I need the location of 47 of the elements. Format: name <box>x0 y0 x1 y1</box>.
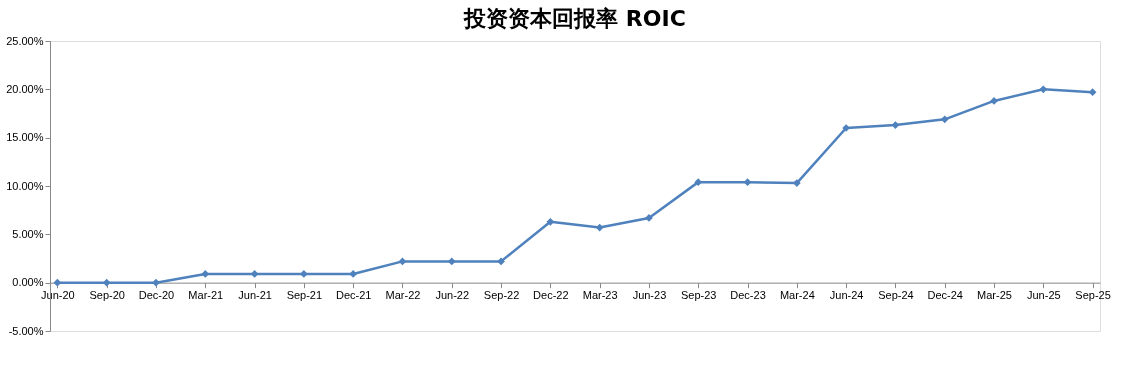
point <box>743 178 752 187</box>
x-tick-label: Dec-20 <box>138 289 175 302</box>
point <box>1088 88 1097 97</box>
x-tick-label: Jun-24 <box>829 289 864 302</box>
x-tick-label: Mar-22 <box>385 289 421 302</box>
point <box>891 121 900 129</box>
x-tick-label: Sep-24 <box>878 289 914 302</box>
point <box>497 257 505 266</box>
point <box>645 214 653 222</box>
x-tick-label: Sep-21 <box>286 289 323 302</box>
x-tick-label: Jun-23 <box>632 289 667 302</box>
point <box>250 270 259 278</box>
x-tick-label: Sep-23 <box>681 289 717 302</box>
x-tick-label: Mar-24 <box>779 289 815 302</box>
x-tick-label: Jun-25 <box>1026 289 1061 302</box>
x-tick-label: Sep-22 <box>483 289 520 302</box>
y-tick-label: 10.00% <box>6 179 44 192</box>
x-tick-label: Mar-23 <box>582 289 618 302</box>
x-tick-label: Dec-21 <box>335 289 372 302</box>
point <box>398 257 407 266</box>
y-tick-label: 25.00% <box>6 34 44 47</box>
point <box>53 278 62 287</box>
point <box>595 223 604 232</box>
point <box>546 217 555 226</box>
x-tick-label: Dec-24 <box>927 289 963 302</box>
chart-title: 投资资本回报率 ROIC <box>463 6 686 31</box>
point <box>349 270 358 278</box>
x-tick-label: Dec-22 <box>533 289 569 302</box>
y-tick-label: 5.00% <box>12 227 44 240</box>
x-tick-label: Jun-20 <box>41 289 75 302</box>
x-tick-label: Mar-21 <box>188 289 224 302</box>
point <box>300 270 308 278</box>
y-tick-label: -5.00% <box>8 324 44 337</box>
point <box>940 115 949 124</box>
point <box>152 278 160 287</box>
x-tick-label: Mar-25 <box>977 289 1012 302</box>
x-tick-label: Dec-23 <box>730 289 766 302</box>
x-tick-label: Jun-22 <box>435 289 470 302</box>
x-tick-label: Jun-21 <box>238 289 272 302</box>
point <box>102 278 111 287</box>
point <box>447 257 456 266</box>
y-tick-label: 20.00% <box>6 82 44 95</box>
point <box>1039 85 1048 94</box>
y-tick-label: 15.00% <box>6 131 44 144</box>
x-tick-label: Sep-25 <box>1075 289 1111 302</box>
x-tick-label: Sep-20 <box>89 289 125 302</box>
y-tick-label: 0.00% <box>12 276 44 289</box>
